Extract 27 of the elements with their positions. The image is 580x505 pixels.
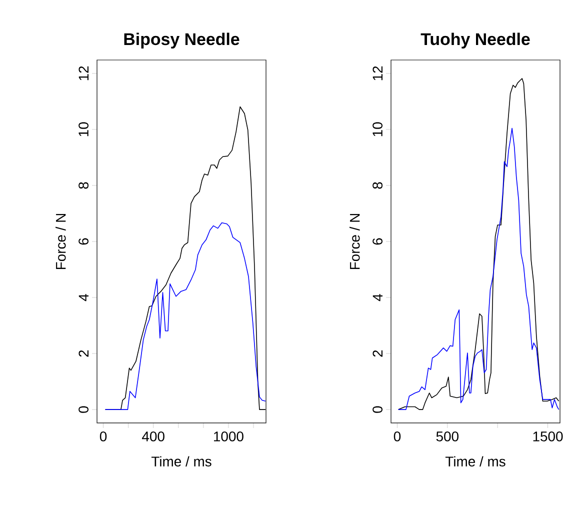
chart-title: Biposy Needle [124, 32, 240, 48]
y-tick-label: 8 [372, 182, 382, 189]
y-tick-label: 0 [372, 406, 382, 413]
y-tick-label: 4 [372, 294, 382, 302]
x-axis-title: Time / ms [151, 456, 212, 466]
y-axis-title: Force / N [350, 214, 360, 270]
x-tick-label: 0 [100, 431, 107, 442]
y-axis-title: Force / N [56, 214, 66, 270]
y-tick-label: 10 [78, 122, 88, 136]
x-tick-label: 1000 [214, 431, 244, 442]
y-tick-label: 2 [372, 350, 382, 357]
y-tick-label: 8 [78, 182, 88, 189]
y-tick-label: 12 [372, 66, 382, 80]
chart-title: Tuohy Needle [420, 32, 530, 48]
y-tick-label: 0 [78, 406, 88, 413]
y-tick-label: 4 [78, 294, 88, 302]
x-tick-label: 400 [142, 431, 164, 442]
x-tick-label: 1500 [533, 431, 563, 442]
x-tick-label: 0 [394, 431, 401, 442]
line-series [104, 222, 266, 410]
y-tick-label: 10 [372, 122, 382, 136]
y-tick-label: 12 [78, 66, 88, 80]
y-tick-label: 6 [78, 238, 88, 245]
x-axis-title: Time / ms [445, 456, 506, 466]
y-tick-label: 2 [78, 350, 88, 357]
x-tick-label: 500 [436, 431, 458, 442]
y-tick-label: 6 [372, 238, 382, 245]
